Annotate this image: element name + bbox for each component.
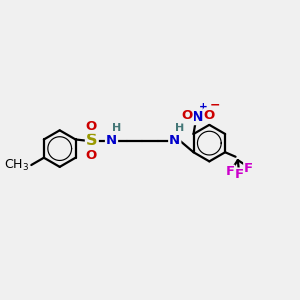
Text: O: O: [204, 110, 215, 122]
Text: −: −: [210, 98, 220, 112]
Text: O: O: [182, 110, 193, 122]
Text: H: H: [175, 123, 184, 133]
Text: F: F: [225, 165, 235, 178]
Text: CH$_3$: CH$_3$: [4, 158, 29, 172]
Text: O: O: [85, 120, 96, 133]
Text: +: +: [199, 102, 207, 112]
Text: F: F: [234, 168, 244, 181]
Text: O: O: [85, 149, 96, 162]
Text: F: F: [244, 162, 253, 175]
Text: N: N: [192, 110, 204, 124]
Text: N: N: [106, 134, 117, 147]
Text: N: N: [169, 134, 180, 147]
Text: S: S: [86, 134, 98, 148]
Text: H: H: [112, 123, 121, 133]
